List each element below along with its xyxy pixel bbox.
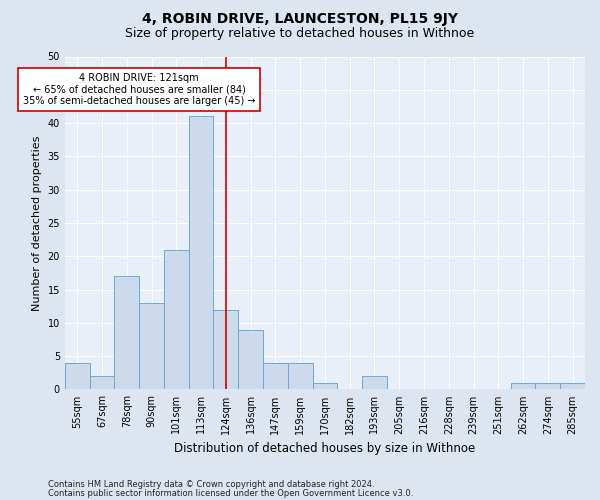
Text: Size of property relative to detached houses in Withnoe: Size of property relative to detached ho… (125, 28, 475, 40)
Text: 4, ROBIN DRIVE, LAUNCESTON, PL15 9JY: 4, ROBIN DRIVE, LAUNCESTON, PL15 9JY (142, 12, 458, 26)
Bar (511, 383, 535, 390)
Bar (89, 376, 115, 390)
X-axis label: Distribution of detached houses by size in Withnoe: Distribution of detached houses by size … (174, 442, 476, 455)
Bar (139, 303, 164, 390)
Bar (238, 330, 263, 390)
Bar (560, 383, 585, 390)
Bar (188, 116, 214, 390)
Text: Contains public sector information licensed under the Open Government Licence v3: Contains public sector information licen… (48, 489, 413, 498)
Bar (362, 376, 387, 390)
Bar (263, 363, 288, 390)
Y-axis label: Number of detached properties: Number of detached properties (32, 136, 42, 310)
Bar (214, 310, 238, 390)
Text: 4 ROBIN DRIVE: 121sqm
← 65% of detached houses are smaller (84)
35% of semi-deta: 4 ROBIN DRIVE: 121sqm ← 65% of detached … (23, 73, 256, 106)
Text: Contains HM Land Registry data © Crown copyright and database right 2024.: Contains HM Land Registry data © Crown c… (48, 480, 374, 489)
Bar (164, 250, 188, 390)
Bar (535, 383, 560, 390)
Bar (313, 383, 337, 390)
Bar (288, 363, 313, 390)
Bar (115, 276, 139, 390)
Bar (65, 363, 89, 390)
